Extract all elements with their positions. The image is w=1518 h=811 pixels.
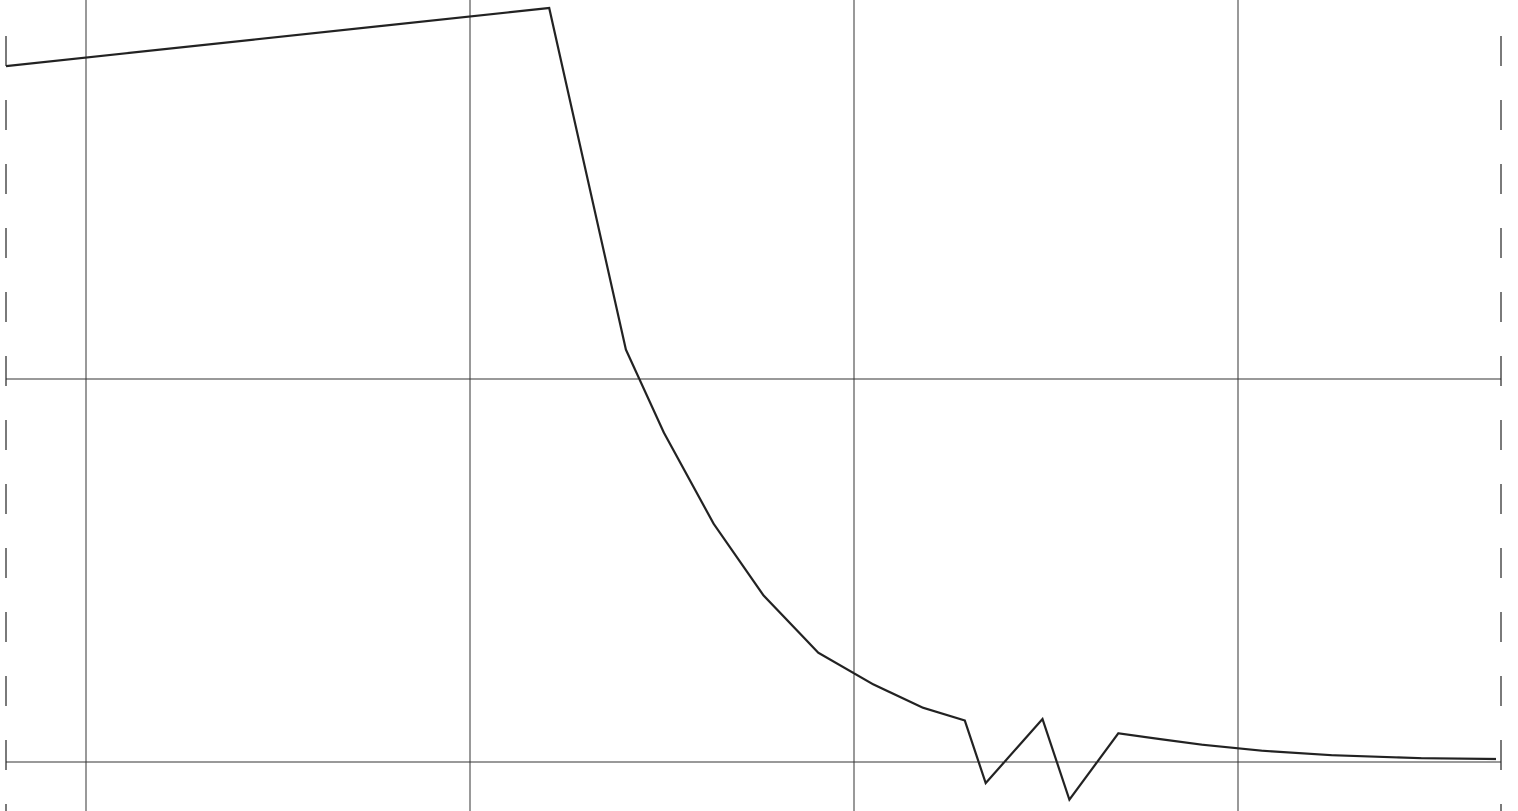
series-line-1 [5, 6, 1497, 803]
axis-ticks [5, 36, 1502, 811]
series-layer [5, 6, 1497, 803]
grid [6, 0, 1501, 811]
